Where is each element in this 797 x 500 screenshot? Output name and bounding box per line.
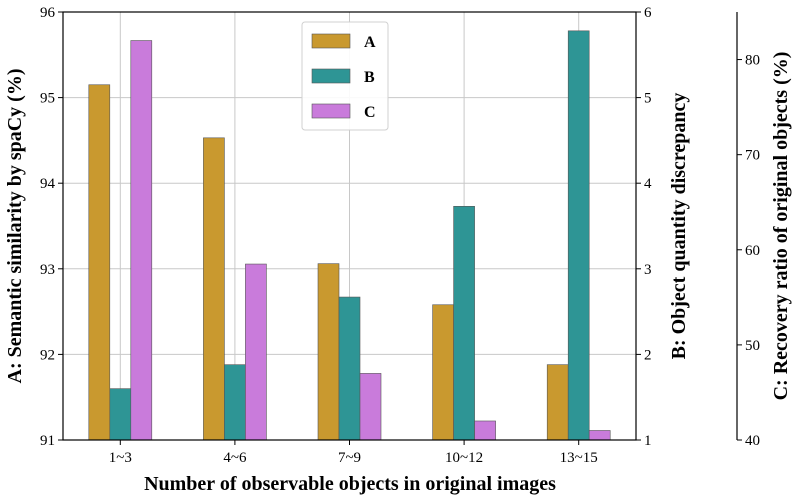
x-axis-title: Number of observable objects in original… [144, 473, 556, 495]
x-tick-label: 1~3 [109, 450, 132, 466]
bar-A-3 [432, 304, 454, 441]
plot-frame [62, 11, 738, 441]
bar-B-0 [109, 388, 132, 441]
bar-C-2 [359, 373, 382, 441]
x-tick-label: 13~15 [560, 450, 598, 466]
legend: A B C [301, 21, 389, 131]
right2-tick-label: 60 [745, 243, 760, 259]
right1-tick-label: 6 [644, 5, 652, 21]
x-tick-label: 4~6 [223, 450, 247, 466]
right2-axis-title: C: Recovery ratio of original objects (%… [770, 52, 792, 401]
right2-tick-label: 80 [745, 53, 760, 69]
legend-swatch-B [311, 68, 351, 84]
right2-tick-label: 40 [745, 433, 760, 449]
bar-C-1 [245, 263, 267, 441]
right1-tick-label: 2 [644, 347, 652, 363]
bar-C-0 [130, 40, 153, 441]
legend-label-A: A [364, 34, 376, 51]
left-tick-label: 91 [40, 433, 55, 449]
left-tick-label: 96 [40, 5, 56, 21]
left-axis-title: A: Semantic similarity by spaCy (%) [4, 69, 26, 384]
bar-B-3 [453, 206, 475, 441]
x-tick-label: 10~12 [445, 450, 483, 466]
bar-A-4 [546, 364, 569, 441]
legend-swatch-A [311, 33, 351, 49]
legend-label-C: C [364, 104, 376, 121]
right2-tick-label: 70 [745, 148, 760, 164]
right1-axis-title: B: Object quantity discrepancy [668, 93, 690, 360]
bar-C-4 [588, 430, 611, 441]
right1-tick-label: 3 [644, 262, 652, 278]
bar-B-1 [224, 364, 246, 441]
right1-tick-label: 5 [644, 91, 652, 107]
right1-tick-label: 1 [644, 433, 652, 449]
left-tick-label: 93 [40, 262, 55, 278]
left-tick-label: 95 [40, 91, 55, 107]
left-tick-label: 94 [40, 176, 56, 192]
bar-A-2 [317, 263, 340, 441]
legend-label-B: B [364, 69, 375, 86]
bar-B-2 [338, 296, 361, 441]
left-tick-label: 92 [40, 347, 55, 363]
bar-C-3 [474, 420, 496, 441]
right2-tick-label: 50 [745, 338, 760, 354]
bar-A-1 [203, 137, 225, 441]
bar-B-4 [567, 30, 590, 441]
right1-tick-label: 4 [644, 176, 652, 192]
legend-swatch-C [311, 103, 351, 119]
ticks: 91 92 93 94 95 96 1 2 3 4 5 6 40 50 60 70 80 1~3 4~6 7~9 10~… [40, 5, 760, 466]
x-tick-label: 7~9 [338, 450, 361, 466]
bar-A-0 [88, 84, 111, 441]
